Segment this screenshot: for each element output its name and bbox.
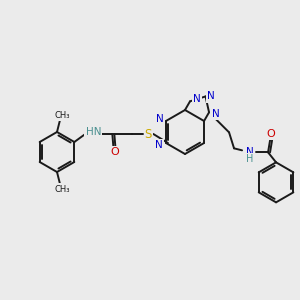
Text: HN: HN	[85, 127, 101, 137]
Text: CH₃: CH₃	[54, 110, 70, 119]
Text: O: O	[267, 129, 275, 139]
Text: S: S	[145, 128, 152, 140]
Text: H: H	[246, 154, 254, 164]
Text: O: O	[110, 147, 119, 157]
Text: CH₃: CH₃	[54, 184, 70, 194]
Text: N: N	[156, 114, 164, 124]
Text: N: N	[246, 147, 254, 157]
Text: N: N	[193, 94, 201, 104]
Text: N: N	[212, 109, 220, 119]
Text: N: N	[207, 92, 214, 101]
Text: N: N	[155, 140, 163, 150]
